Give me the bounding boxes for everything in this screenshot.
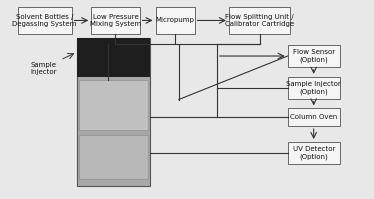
Text: Flow Sensor
(Option): Flow Sensor (Option) [292,49,335,63]
Text: Sample Injector
(Option): Sample Injector (Option) [286,81,341,95]
FancyBboxPatch shape [18,7,72,34]
Text: Column Oven: Column Oven [290,114,337,120]
Text: Solvent Bottles /
Degassing System: Solvent Bottles / Degassing System [12,14,77,27]
FancyBboxPatch shape [77,38,150,186]
Text: UV Detector
(Option): UV Detector (Option) [292,146,335,160]
FancyBboxPatch shape [79,80,148,130]
Text: Micropump: Micropump [156,18,194,23]
FancyBboxPatch shape [229,7,290,34]
Text: Sample
Injector: Sample Injector [30,62,57,75]
FancyBboxPatch shape [288,45,340,67]
FancyBboxPatch shape [77,38,150,77]
FancyBboxPatch shape [288,108,340,126]
FancyBboxPatch shape [288,142,340,164]
FancyBboxPatch shape [156,7,194,34]
Text: Low Pressure
Mixing System: Low Pressure Mixing System [90,14,141,27]
FancyBboxPatch shape [91,7,140,34]
FancyBboxPatch shape [288,77,340,99]
FancyBboxPatch shape [79,135,148,179]
Text: Flow Splitting Unit /
Calibrator Cartridge: Flow Splitting Unit / Calibrator Cartrid… [225,14,294,27]
